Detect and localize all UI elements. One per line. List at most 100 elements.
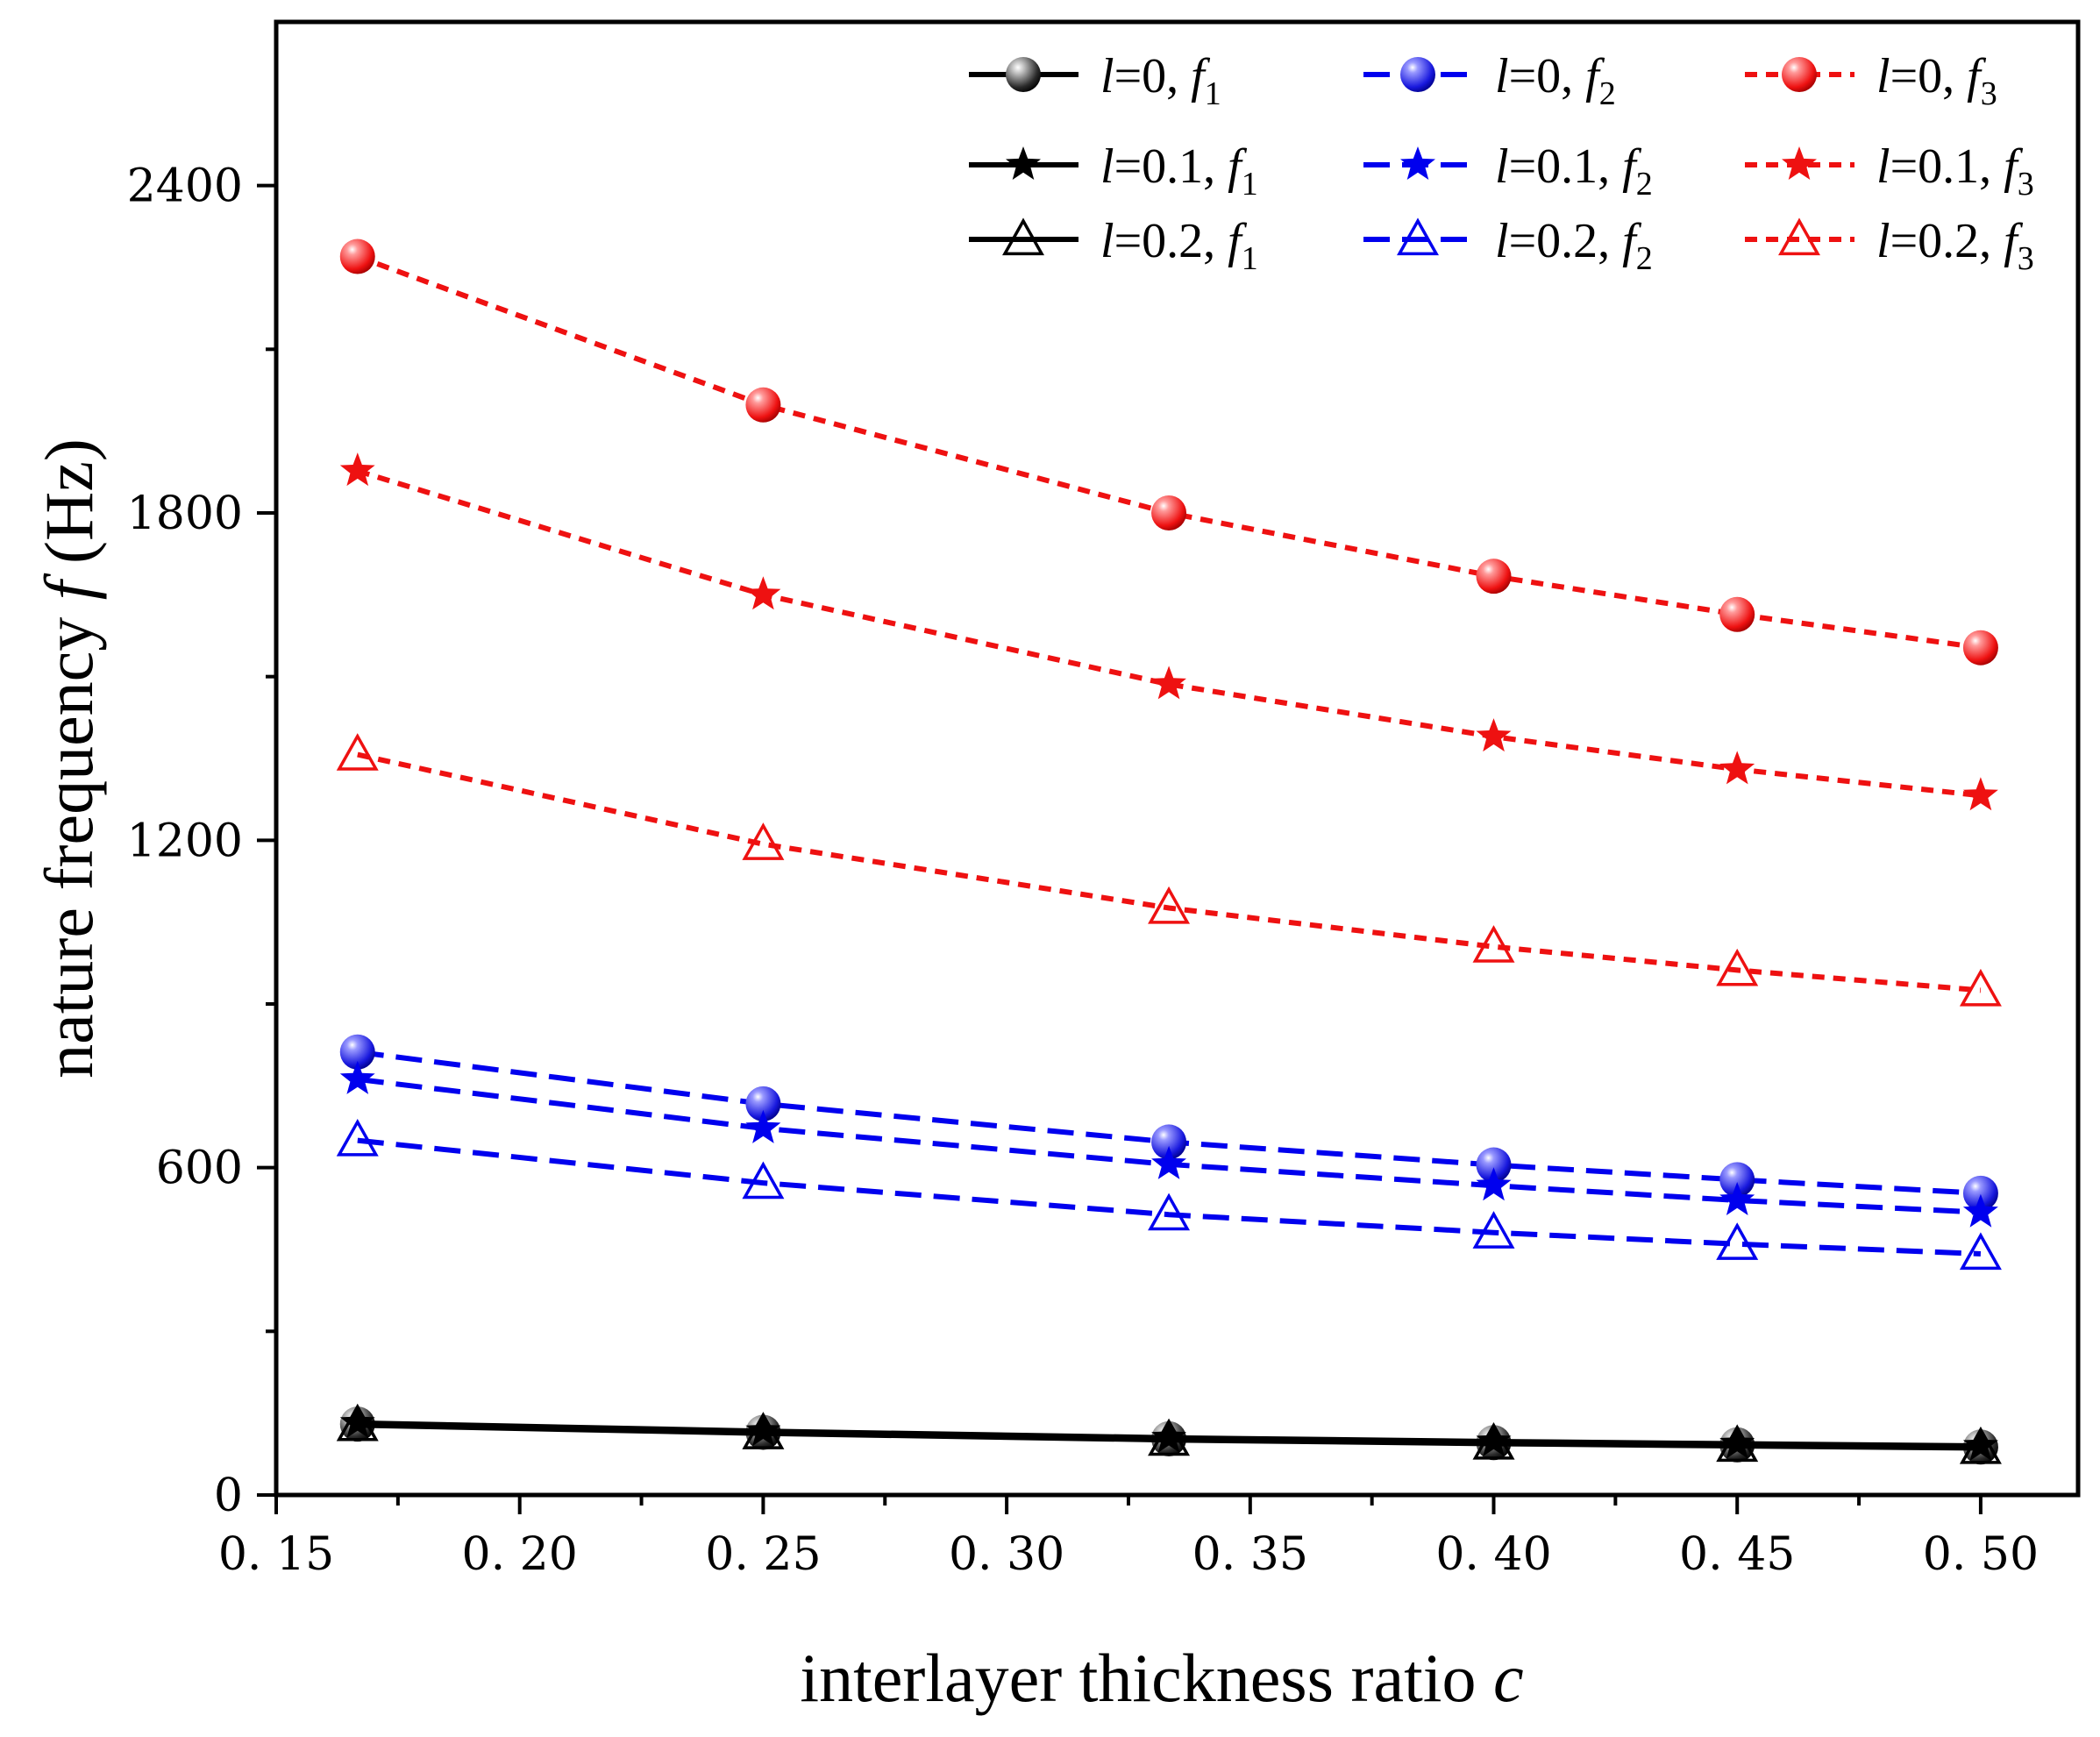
data-point [339,1060,375,1094]
data-point [1148,1192,1191,1231]
legend-entry: l=0.1, f3 [1745,139,2034,203]
x-tick-label: 0. 35 [1192,1528,1308,1581]
data-point [1472,925,1515,963]
data-point [1959,1232,2002,1271]
legend-marker [1782,146,1817,180]
data-point [1151,666,1186,700]
legend-marker [1778,217,1820,256]
data-point [339,452,375,487]
x-tick-label: 0. 40 [1435,1528,1551,1581]
legend-marker [1400,146,1435,180]
data-point [1719,751,1755,785]
series-8 [339,452,1998,811]
axis-ticks: 0. 15 0. 20 0. 25 0. 30 0. 35 0. 40 0. 45 0. 50… [127,160,2039,1581]
series-line [357,1076,1982,1215]
data-point [339,1404,375,1438]
legend-marker [1397,217,1439,256]
legend-marker [1782,57,1817,92]
data-point [1716,1424,1759,1463]
data-point [336,1403,379,1442]
legend: l=0, f1 l=0.1, f1 l=0.2, f1 l=0, f2 l=0.1, f… [969,49,2034,277]
legend-marker [1006,146,1041,180]
legend-label: l=0.1, f1 [1100,139,1258,203]
data-point [745,1109,781,1143]
data-point [745,1086,781,1121]
legend-label: l=0.1, f2 [1495,139,1653,203]
data-point [1719,1162,1755,1198]
data-point [1472,1211,1515,1249]
data-point [1476,1147,1512,1183]
data-point [745,1413,781,1447]
data-point [1716,1222,1759,1260]
series-line [357,751,1982,993]
data-point [1962,777,1998,811]
series-4 [339,1034,1998,1211]
y-axis-title: nature frequency f (Hz) [31,438,107,1079]
data-point [1719,1425,1755,1459]
legend-entry: l=0.2, f3 [1745,214,2034,277]
data-point [1962,1175,1998,1211]
data-point [1472,1421,1515,1460]
y-tick-label: 2400 [127,160,243,213]
legend-entry: l=0.1, f1 [969,139,1258,203]
data-point [1959,968,2002,1007]
legend-marker [1002,217,1044,256]
data-point [339,238,375,274]
data-point [1716,948,1759,986]
y-tick-label: 1800 [127,488,243,540]
legend-entry: l=0, f1 [969,49,1221,112]
series-line [356,253,1982,651]
data-point [1962,630,1998,666]
y-tick-label: 1200 [127,815,243,867]
data-point [1151,1124,1187,1160]
data-point [1151,1419,1186,1453]
y-tick-label: 0 [214,1470,243,1522]
series-line [357,1049,1982,1196]
legend-entry: l=0, f3 [1745,49,1997,112]
legend-entry: l=0.1, f2 [1363,139,1653,203]
series-line [357,1137,1982,1256]
x-tick-label: 0. 15 [218,1528,334,1581]
x-axis-title: interlayer thickness ratio c [800,1640,1523,1716]
legend-marker [1006,57,1041,92]
data-point [1719,1182,1755,1215]
series-line [356,468,1982,799]
data-point [745,387,781,423]
data-point [742,822,785,860]
series-5 [339,1060,1998,1228]
data-point [1476,559,1512,594]
legend-label: l=0.1, f3 [1876,139,2034,203]
plot-frame [274,19,2081,1498]
x-tick-label: 0. 20 [462,1528,578,1581]
legend-label: l=0, f3 [1876,49,1997,112]
data-point [742,1161,785,1200]
data-point [1148,1418,1191,1456]
data-point [1476,1167,1512,1201]
data-point [1962,1193,1998,1228]
x-tick-label: 0. 30 [949,1528,1064,1581]
series-7 [339,238,1998,666]
x-tick-label: 0. 50 [1923,1528,2039,1581]
data-point [1476,718,1512,752]
data-point [1151,1145,1186,1179]
series-9 [336,733,2002,1007]
legend-label: l=0, f2 [1495,49,1616,112]
data-point [1719,596,1755,632]
data-point [336,733,379,771]
legend-entry: l=0.2, f2 [1363,214,1653,277]
data-point [1476,1423,1512,1456]
data-point [339,1034,375,1070]
data-point [1959,1426,2002,1464]
legend-marker [1400,57,1435,92]
data-point [1148,886,1191,924]
series-line [357,1422,1981,1451]
legend-label: l=0.2, f1 [1100,214,1258,277]
series-6 [336,1118,2002,1271]
legend-label: l=0.2, f2 [1495,214,1653,277]
data-point [742,1412,785,1449]
series-3 [336,1403,2002,1464]
x-tick-label: 0. 25 [705,1528,821,1581]
data-point [336,1118,379,1157]
data-point [745,576,781,610]
